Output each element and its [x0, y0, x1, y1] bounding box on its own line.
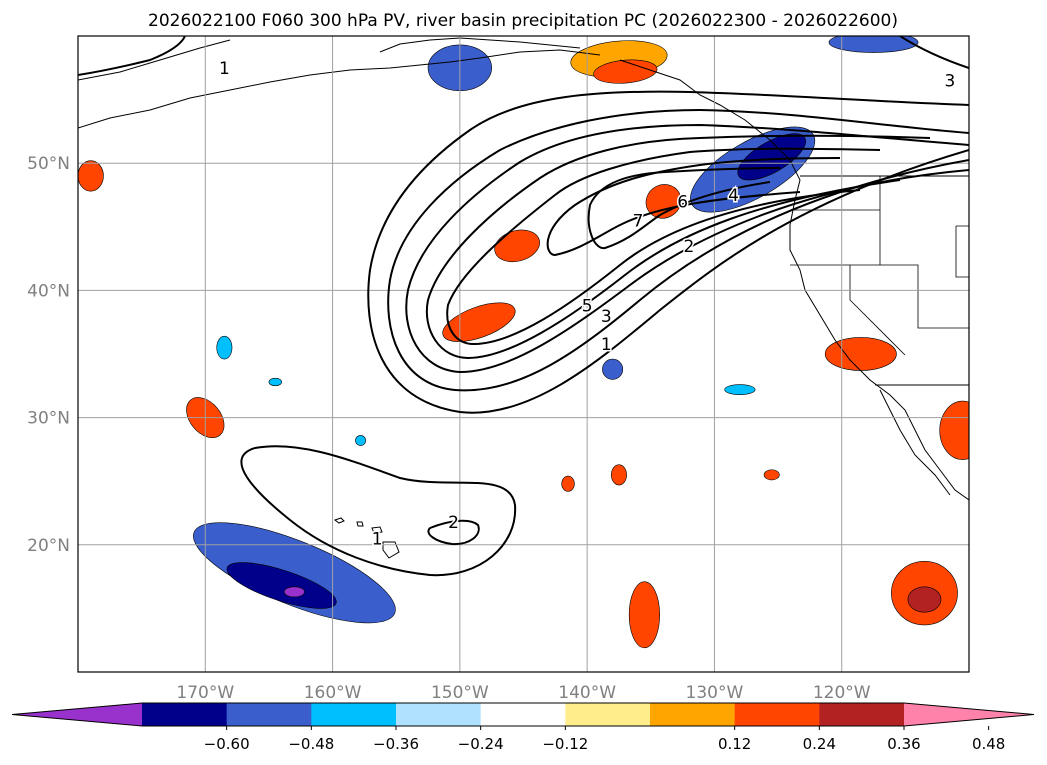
- contour-label-0: 1: [219, 59, 230, 79]
- pv-contour-2-south: [427, 519, 480, 546]
- pv-contour-1: [367, 90, 969, 414]
- colorbar-tick-label-6: 0.24: [803, 735, 836, 753]
- colorbar-segment-1: [226, 703, 312, 726]
- colorbar-tick-label-0: −0.60: [204, 735, 250, 753]
- x-tick-label-2: 150°W: [431, 683, 489, 703]
- y-tick-label-3: 50°N: [27, 154, 70, 174]
- pv-contour-1-south: [240, 445, 517, 577]
- colorbar-segment-0: [142, 703, 228, 726]
- x-tick-label-5: 120°W: [813, 683, 871, 703]
- pv-contour-2: [387, 108, 969, 392]
- precip-region-16: [226, 562, 337, 609]
- precip-region-23: [216, 335, 233, 360]
- x-tick-label-4: 130°W: [686, 683, 744, 703]
- precip-region-21: [828, 36, 919, 53]
- precip-region-9: [824, 337, 897, 371]
- precip-region-14: [593, 59, 658, 84]
- coastline-north-america: [619, 59, 969, 501]
- state-border-ca-nv: [849, 265, 906, 356]
- precip-region-25: [268, 377, 282, 387]
- precip-region-0: [78, 160, 104, 192]
- colorbar-segment-2: [311, 703, 397, 726]
- colorbar: −0.60 −0.48 −0.36 −0.24 −0.12 0.12 0.24 0.36 0.4…: [11, 702, 1035, 753]
- contour-label-2: 7: [633, 211, 644, 231]
- colorbar-extend-high: [904, 703, 1034, 726]
- x-tick-label-3: 140°W: [558, 683, 616, 703]
- colorbar-segment-8: [819, 703, 905, 726]
- colorbar-tick-label-5: 0.12: [718, 735, 751, 753]
- contour-label-7: 3: [601, 307, 612, 327]
- state-border-east: [955, 225, 969, 278]
- map-frame: [77, 35, 970, 673]
- x-tick-label-1: 160°W: [304, 683, 362, 703]
- y-tick-label-2: 40°N: [27, 281, 70, 301]
- pv-contour-3-northeast: [899, 36, 969, 69]
- precip-region-17: [283, 586, 305, 598]
- precip-region-7: [763, 469, 780, 481]
- contour-label-8: 1: [601, 335, 612, 355]
- precip-layer: [78, 36, 969, 649]
- chart-title: 2026022100 F060 300 hPa PV, river basin …: [148, 11, 898, 31]
- x-axis-ticks: 170°W 160°W 150°W 140°W 130°W 120°W: [176, 683, 870, 703]
- x-tick-label-0: 170°W: [176, 683, 234, 703]
- precip-region-22: [602, 358, 624, 380]
- colorbar-segment-7: [734, 703, 820, 726]
- pv-contour-4: [425, 134, 931, 360]
- pv-contour-3: [405, 123, 969, 374]
- contour-label-9: 1: [372, 529, 383, 549]
- colorbar-tick-label-8: 0.48: [972, 735, 1005, 753]
- precip-region-12: [907, 586, 942, 613]
- precip-region-5: [611, 464, 627, 486]
- colorbar-tick-label-7: 0.36: [887, 735, 920, 753]
- precip-region-24: [724, 384, 756, 396]
- colorbar-tick-label-4: −0.12: [542, 735, 588, 753]
- coastline-baja: [879, 389, 951, 496]
- precip-region-8: [628, 581, 660, 649]
- colorbar-segment-6: [650, 703, 736, 726]
- pv-contours: [78, 36, 969, 577]
- pv-contour-1-northwest: [78, 36, 186, 76]
- gridlines: [78, 36, 969, 672]
- colorbar-segment-5: [565, 703, 651, 726]
- coastline-aleutians: [78, 49, 601, 129]
- precip-region-6: [561, 475, 575, 492]
- coastline-layer: [78, 37, 969, 559]
- precip-region-10: [939, 400, 969, 460]
- precip-region-15: [193, 522, 396, 624]
- precip-region-26: [355, 435, 366, 446]
- colorbar-segment-3: [396, 703, 482, 726]
- colorbar-tick-label-1: −0.48: [288, 735, 334, 753]
- contour-label-10: 2: [448, 513, 459, 533]
- colorbar-tick-label-2: −0.36: [373, 735, 419, 753]
- colorbar-tick-label-3: −0.24: [458, 735, 504, 753]
- state-border-or-ca: [790, 264, 969, 329]
- contour-label-1: 3: [944, 72, 955, 92]
- colorbar-segment-4: [480, 703, 566, 726]
- contour-label-5: 2: [684, 237, 695, 257]
- pv-contour-5: [446, 147, 881, 346]
- y-tick-label-0: 20°N: [27, 536, 70, 556]
- colorbar-extend-low: [12, 703, 142, 726]
- colorbar-outline: [11, 702, 1035, 727]
- pv-contour-7: [587, 167, 781, 250]
- precip-region-3: [494, 229, 540, 263]
- precip-region-2: [442, 302, 516, 342]
- hawaii-islands: [333, 517, 400, 559]
- contour-label-3: 6: [677, 192, 688, 212]
- precip-region-4: [645, 184, 682, 219]
- contour-label-6: 5: [582, 297, 593, 317]
- contour-label-4: 4: [728, 186, 739, 206]
- coastline-alaska: [78, 37, 581, 81]
- y-tick-label-1: 30°N: [27, 409, 70, 429]
- y-axis-ticks: 20°N 30°N 40°N 50°N: [27, 154, 70, 556]
- pv-contour-6: [546, 157, 841, 257]
